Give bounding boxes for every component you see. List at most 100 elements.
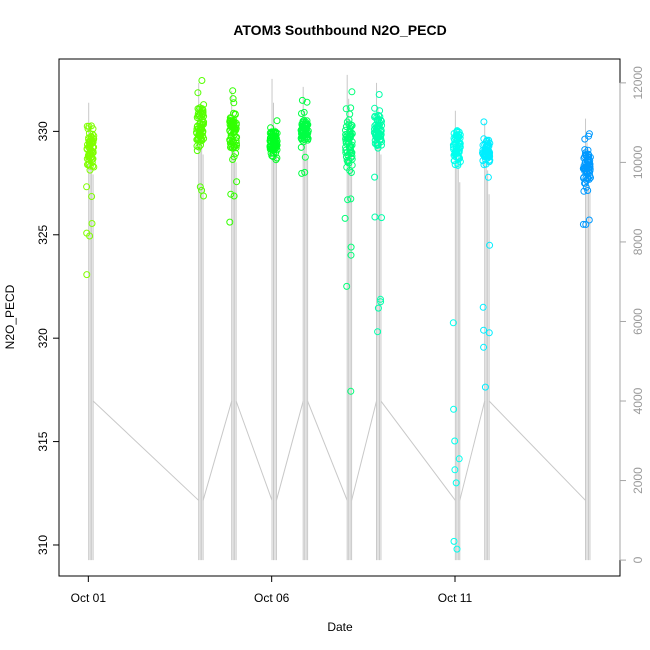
- n2o-point-flight-3: [229, 129, 237, 137]
- x-tick-label: Oct 11: [438, 591, 473, 605]
- n2o-point-flight-7: [377, 298, 385, 306]
- n2o-point-flight-5: [301, 168, 309, 176]
- n2o-point-flight-6: [343, 282, 351, 290]
- x-tick-label: Oct 06: [254, 591, 290, 605]
- axes-layer: 310 315 320 325 330 Oct 01 Oct 06 Oct 11 0 2000 40…: [36, 66, 645, 605]
- n2o-point-flight-3: [229, 95, 237, 103]
- right-tick-label: 8000: [631, 228, 645, 255]
- n2o-point-flight-6: [342, 105, 350, 113]
- n2o-point-flight-3: [229, 156, 237, 163]
- n2o-point-flight-7: [374, 328, 382, 336]
- y-tick-label: 330: [36, 121, 50, 141]
- n2o-point-flight-1: [83, 145, 91, 153]
- n2o-point-flight-2: [193, 125, 201, 133]
- n2o-point-flight-7: [375, 111, 382, 119]
- n2o-point-flight-9: [480, 326, 488, 334]
- n2o-point-flight-1: [83, 271, 91, 279]
- n2o-point-flight-3: [229, 87, 237, 95]
- n2o-point-flight-2: [193, 147, 201, 155]
- n2o-point-flight-2: [197, 141, 204, 149]
- y-tick-label: 315: [36, 431, 50, 451]
- n2o-point-flight-3: [230, 99, 238, 107]
- right-tick-label: 12000: [631, 66, 645, 100]
- n2o-point-flight-4: [272, 143, 280, 151]
- n2o-point-flight-1: [89, 162, 97, 170]
- n2o-point-flight-6: [348, 88, 356, 96]
- n2o-point-flight-5: [298, 96, 306, 104]
- n2o-point-flight-4: [266, 134, 274, 142]
- n2o-point-flight-1: [83, 155, 91, 163]
- n2o-point-flight-1: [90, 135, 98, 143]
- n2o-point-flight-1: [89, 138, 97, 146]
- n2o-point-flight-10: [585, 130, 593, 138]
- n2o-point-flight-7: [370, 129, 378, 137]
- n2o-point-flight-8: [449, 141, 457, 149]
- n2o-point-flight-2: [199, 128, 207, 136]
- altitude-transit-line: [235, 400, 273, 501]
- n2o-point-flight-8: [456, 134, 464, 142]
- n2o-point-flight-7: [374, 128, 382, 136]
- n2o-point-flight-6: [345, 120, 353, 128]
- n2o-point-flight-8: [450, 537, 458, 545]
- n2o-point-flight-9: [480, 118, 488, 126]
- right-tick-label: 6000: [631, 308, 645, 335]
- n2o-point-flight-3: [230, 192, 238, 200]
- y-tick-label: 320: [36, 328, 50, 348]
- n2o-point-flight-8: [450, 143, 457, 151]
- n2o-point-flight-1: [83, 229, 91, 237]
- n2o-point-flight-9: [481, 153, 489, 160]
- n2o-point-flight-10: [583, 176, 590, 184]
- n2o-point-flight-6: [347, 195, 355, 203]
- n2o-point-flight-5: [300, 116, 308, 124]
- n2o-point-flight-8: [452, 150, 460, 158]
- n2o-point-flight-3: [230, 137, 237, 145]
- n2o-point-flight-6: [347, 104, 355, 112]
- n2o-point-flight-10: [580, 162, 588, 170]
- n2o-point-flight-8: [449, 319, 457, 327]
- n2o-point-flight-9: [480, 135, 488, 143]
- n2o-point-flight-1: [87, 147, 95, 155]
- y-axis-label: N2O_PECD: [3, 284, 17, 349]
- n2o-point-flight-6: [347, 243, 355, 251]
- n2o-point-flight-8: [450, 157, 458, 165]
- n2o-point-flight-10: [581, 135, 589, 143]
- n2o-point-flight-2: [198, 77, 206, 84]
- n2o-point-flight-7: [373, 116, 381, 124]
- n2o-point-flight-6: [348, 129, 356, 137]
- n2o-point-flight-6: [348, 149, 356, 157]
- n2o-point-flight-5: [300, 128, 308, 136]
- n2o-point-flight-10: [582, 149, 589, 157]
- n2o-point-flight-8: [451, 437, 459, 445]
- chart-title: ATOM3 Southbound N2O_PECD: [233, 22, 446, 38]
- n2o-point-flight-2: [194, 89, 202, 97]
- n2o-point-flight-2: [199, 119, 207, 126]
- n2o-point-flight-2: [193, 142, 201, 150]
- altitude-transit-line: [459, 400, 486, 501]
- altitude-transit-line: [380, 400, 456, 501]
- n2o-point-flight-5: [303, 98, 311, 106]
- n2o-point-flight-2: [194, 110, 202, 117]
- altitude-transit-line: [92, 400, 200, 501]
- n2o-point-flight-9: [480, 343, 488, 351]
- x-tick-label: Oct 01: [71, 591, 107, 605]
- altitude-transit-line: [488, 400, 586, 501]
- n2o-point-flight-4: [268, 138, 276, 146]
- n2o-point-flight-5: [301, 153, 309, 161]
- n2o-point-flight-7: [374, 304, 382, 312]
- right-tick-label: 10000: [631, 145, 645, 179]
- n2o-point-flight-9: [485, 329, 493, 337]
- n2o-point-flight-8: [455, 455, 463, 463]
- n2o-point-flight-10: [584, 187, 592, 194]
- plot-frame: [58, 58, 621, 577]
- n2o-point-flight-1: [86, 137, 93, 145]
- y-tick-label: 325: [36, 224, 50, 244]
- n2o-point-flight-4: [266, 137, 274, 145]
- n2o-point-flight-8: [450, 405, 458, 413]
- n2o-point-flight-8: [453, 545, 461, 553]
- n2o-point-flight-3: [233, 178, 241, 186]
- n2o-point-flight-2: [194, 135, 202, 143]
- n2o-point-flight-10: [584, 161, 592, 169]
- n2o-points-layer: [83, 77, 594, 553]
